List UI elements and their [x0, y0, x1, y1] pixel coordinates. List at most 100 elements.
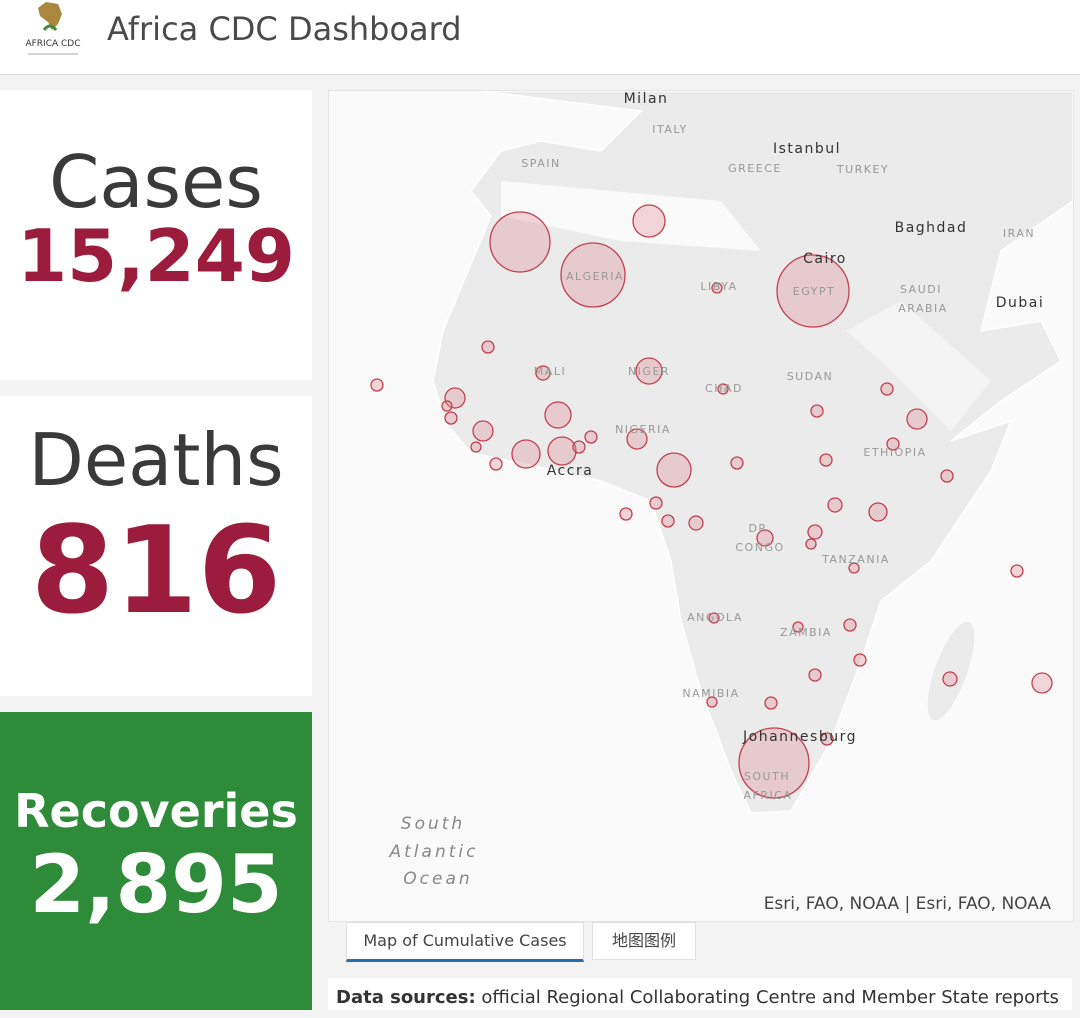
case-circle[interactable]: [738, 727, 810, 799]
case-circle[interactable]: [886, 437, 900, 451]
case-circle[interactable]: [481, 340, 495, 354]
case-circle[interactable]: [807, 524, 823, 540]
case-circle[interactable]: [942, 671, 958, 687]
madagascar: [927, 621, 975, 721]
map-label: Milan: [624, 91, 669, 107]
map-label: AFRICA: [744, 789, 793, 802]
case-circle[interactable]: [820, 732, 834, 746]
case-circle[interactable]: [706, 696, 718, 708]
case-circle[interactable]: [1010, 564, 1024, 578]
case-circle[interactable]: [868, 502, 888, 522]
case-circle[interactable]: [792, 621, 804, 633]
case-circle[interactable]: [708, 612, 720, 624]
map-label: ARABIA: [898, 302, 948, 315]
case-circle[interactable]: [635, 357, 663, 385]
ocean-label: Ocean: [403, 869, 472, 889]
case-circle[interactable]: [805, 538, 817, 550]
case-circle[interactable]: [819, 453, 833, 467]
case-circle[interactable]: [848, 562, 860, 574]
case-circle[interactable]: [1031, 672, 1053, 694]
case-circle[interactable]: [444, 411, 458, 425]
card-label: Recoveries: [14, 784, 298, 838]
sea: [501, 181, 761, 251]
footer-text: official Regional Collaborating Centre a…: [481, 987, 1059, 1008]
case-circle[interactable]: [626, 428, 648, 450]
map-label: ZAMBIA: [780, 626, 832, 639]
map-canvas[interactable]: Milan ITALY SPAIN Istanbul GREECE TURKEY…: [329, 90, 1074, 921]
case-circle[interactable]: [764, 696, 778, 710]
logo: AFRICA CDC: [25, 2, 81, 55]
map-label: Cairo: [803, 251, 847, 267]
case-circle[interactable]: [843, 618, 857, 632]
case-circle[interactable]: [776, 254, 850, 328]
card-value: 2,895: [29, 838, 283, 931]
case-circle[interactable]: [441, 400, 453, 412]
case-circle[interactable]: [661, 514, 675, 528]
case-circle[interactable]: [560, 242, 626, 308]
case-circle[interactable]: [649, 496, 663, 510]
tab-active[interactable]: Map of Cumulative Cases: [346, 922, 584, 962]
case-circle[interactable]: [880, 382, 894, 396]
case-circle[interactable]: [489, 211, 551, 273]
case-circle[interactable]: [489, 457, 503, 471]
case-circle[interactable]: [619, 507, 633, 521]
map-label: TURKEY: [836, 163, 889, 176]
case-circle[interactable]: [470, 441, 482, 453]
header: AFRICA CDC Africa CDC Dashboard: [0, 0, 1080, 75]
map-label: Johannesburg: [742, 729, 857, 745]
case-circle[interactable]: [547, 436, 577, 466]
case-circle[interactable]: [688, 515, 704, 531]
map-label: SPAIN: [521, 157, 560, 170]
map-label: IRAN: [1003, 227, 1035, 240]
case-circle[interactable]: [827, 497, 843, 513]
footer-label: Data sources:: [336, 987, 476, 1008]
ocean-label: Atlantic: [389, 842, 479, 862]
card-label: Deaths: [28, 418, 284, 502]
case-circle[interactable]: [535, 365, 551, 381]
case-circle[interactable]: [711, 282, 723, 294]
case-circle[interactable]: [940, 469, 954, 483]
cases-card: Cases 15,249: [0, 90, 312, 380]
tab[interactable]: 地图图例: [592, 922, 696, 960]
case-circle[interactable]: [444, 387, 466, 409]
case-circle[interactable]: [853, 653, 867, 667]
case-circle[interactable]: [632, 204, 666, 238]
deaths-card: Deaths 816: [0, 396, 312, 696]
case-circle[interactable]: [756, 529, 774, 547]
map-label: SOUTH: [744, 770, 790, 783]
case-circle[interactable]: [370, 378, 384, 392]
card-value: 816: [30, 502, 282, 641]
case-circle[interactable]: [584, 430, 598, 444]
logo-text: AFRICA CDC: [25, 39, 80, 49]
case-circle[interactable]: [656, 452, 692, 488]
case-circle[interactable]: [730, 456, 744, 470]
case-circle[interactable]: [472, 420, 494, 442]
map-label: MALI: [534, 365, 566, 378]
map-label: NAMIBIA: [682, 687, 739, 700]
map-label: EGYPT: [793, 285, 836, 298]
map-label: TANZANIA: [821, 553, 890, 566]
map-label: ETHIOPIA: [863, 446, 926, 459]
ocean-label: South: [401, 814, 465, 834]
map-label: SUDAN: [787, 370, 834, 383]
map-label: CONGO: [735, 541, 784, 554]
dashboard-title: Africa CDC Dashboard: [107, 10, 462, 48]
region: [846, 301, 991, 431]
map-label: Dubai: [996, 295, 1045, 311]
case-circle[interactable]: [544, 401, 572, 429]
attribution: Esri, FAO, NOAA | Esri, FAO, NOAA: [764, 894, 1052, 914]
map-label: GREECE: [728, 162, 782, 175]
map-label: CHAD: [705, 382, 743, 395]
case-circle[interactable]: [511, 439, 541, 469]
case-circle[interactable]: [572, 440, 586, 454]
map-label: ANGOLA: [687, 611, 743, 624]
case-circle[interactable]: [906, 408, 928, 430]
map[interactable]: Milan ITALY SPAIN Istanbul GREECE TURKEY…: [328, 90, 1074, 922]
map-label: NIGER: [628, 365, 670, 378]
map-label: NIGERIA: [615, 423, 671, 436]
case-circle[interactable]: [808, 668, 822, 682]
case-circle[interactable]: [717, 383, 729, 395]
case-circle[interactable]: [810, 404, 824, 418]
land: [432, 90, 1074, 814]
map-label: ITALY: [652, 123, 688, 136]
